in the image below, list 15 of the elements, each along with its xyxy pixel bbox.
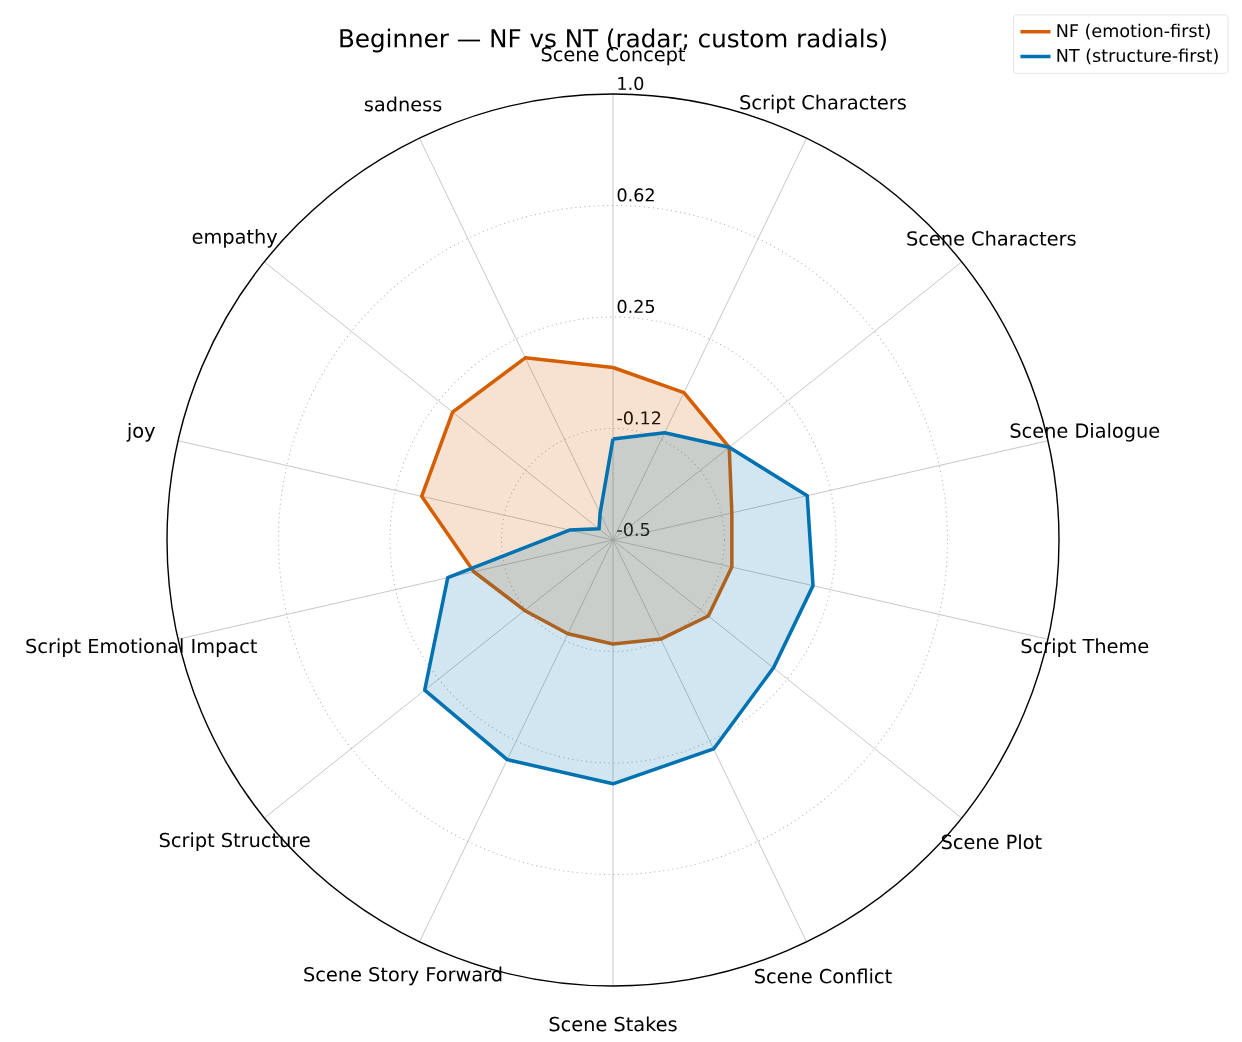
y-tick-label: 0.25	[617, 299, 655, 314]
spoke-label: Scene Story Forward	[304, 966, 502, 986]
y-tick-label: 0.62	[617, 188, 654, 202]
spoke-label: empathy	[192, 228, 278, 248]
legend-label: NT (structure-first)	[1057, 48, 1218, 65]
spoke-label: Script Characters	[740, 94, 906, 114]
spoke-label: sadness	[364, 96, 442, 112]
legend-label: NF (emotion-first)	[1057, 23, 1210, 40]
spoke-label: joy	[126, 422, 155, 442]
y-tick-label: -0.12	[617, 411, 661, 425]
spoke-label: Scene Plot	[941, 834, 1042, 850]
spoke-label: Scene Conflict	[755, 968, 892, 984]
y-tick-label: -0.5	[617, 522, 650, 537]
y-tick-label: 1.0	[618, 76, 644, 91]
spoke-label: Scene Stakes	[549, 1016, 677, 1032]
